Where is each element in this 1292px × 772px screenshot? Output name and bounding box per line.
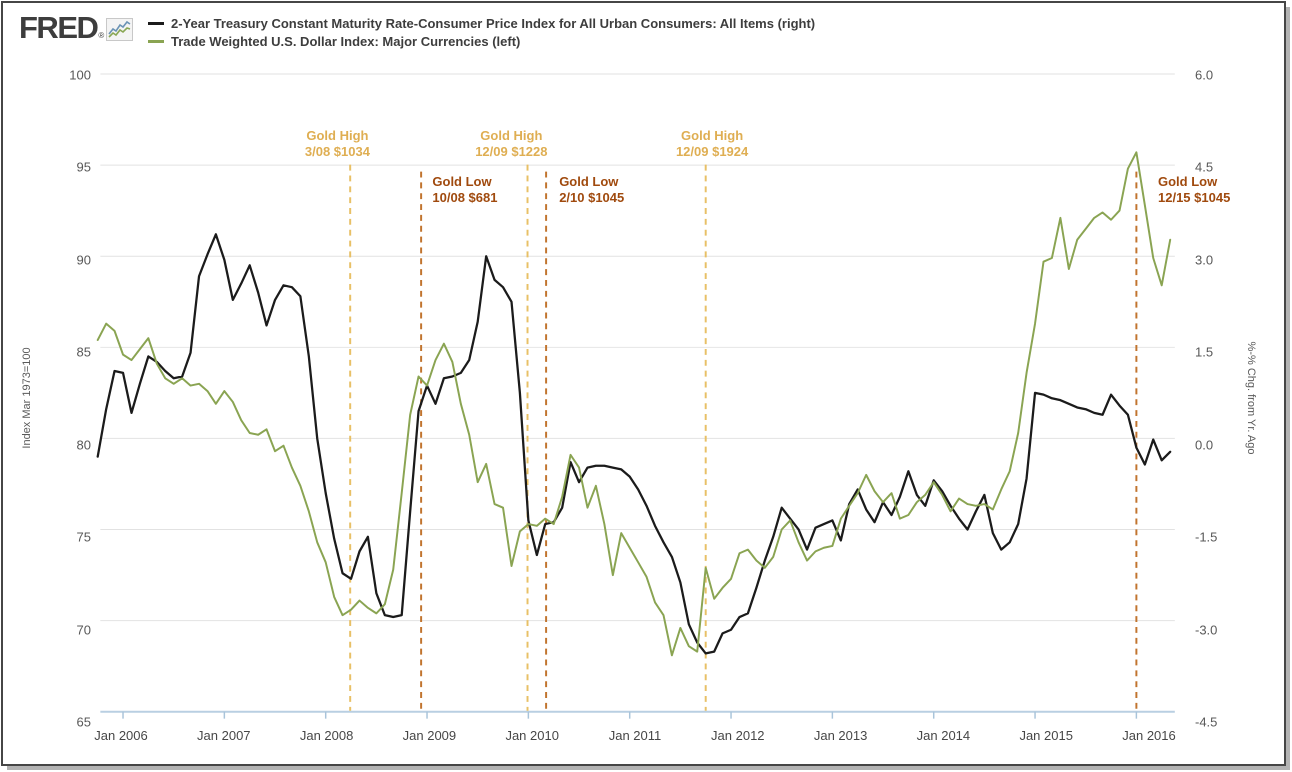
legend-swatch-black [148, 22, 164, 25]
x-tick-label: Jan 2008 [299, 728, 354, 743]
gold-high-label: Gold High 12/09 $1924 [676, 128, 748, 160]
right-axis-tick-label: -1.5 [1195, 529, 1218, 545]
gold-low-label: Gold Low 2/10 $1045 [559, 174, 624, 206]
legend-label: Trade Weighted U.S. Dollar Index: Major … [171, 34, 521, 49]
left-axis-tick-label: 85 [76, 344, 91, 360]
gold-high-label: Gold High 12/09 $1228 [475, 128, 547, 160]
x-tick-label: Jan 2013 [813, 728, 868, 743]
fred-logo-text: FRED [19, 10, 99, 45]
right-axis-tick-label: -3.0 [1195, 622, 1218, 638]
right-axis-tick-label: 1.5 [1195, 344, 1214, 360]
x-tick-label: Jan 2014 [916, 728, 971, 743]
x-tick-label: Jan 2015 [1019, 728, 1073, 743]
right-axis-title: %-% Chg. from Yr. Ago [1245, 341, 1257, 455]
chart-plot [96, 73, 1175, 719]
legend: 2-Year Treasury Constant Maturity Rate-C… [148, 16, 815, 52]
right-axis-tick-label: 4.5 [1195, 159, 1214, 175]
series-line-dollar-index [96, 151, 1172, 657]
gold-high-label: Gold High 3/08 $1034 [305, 128, 370, 160]
series-line-treasury-cpi [96, 233, 1172, 655]
left-axis-tick-label: 75 [76, 529, 91, 545]
x-tick-label: Jan 2007 [197, 728, 251, 743]
left-axis-title: Index Mar 1973=100 [21, 347, 33, 449]
annotation-value: 2/10 $1045 [559, 190, 625, 205]
right-axis-tick-label: 6.0 [1195, 67, 1214, 83]
annotation-title: Gold Low [1158, 174, 1218, 189]
legend-item-treasury-cpi: 2-Year Treasury Constant Maturity Rate-C… [148, 16, 815, 31]
left-axis-tick-label: 100 [69, 67, 91, 83]
fred-logo: FRED ® [19, 10, 134, 46]
x-tick-label: Jan 2009 [402, 728, 457, 743]
left-axis-tick-label: 95 [76, 159, 91, 175]
fred-sparkline-icon [106, 18, 134, 46]
x-tick-label: Jan 2010 [505, 728, 559, 743]
annotation-title: Gold Low [432, 174, 492, 189]
right-axis-tick-label: 3.0 [1195, 252, 1214, 268]
annotation-value: 3/08 $1034 [304, 144, 370, 159]
right-axis-tick-label: 0.0 [1195, 437, 1214, 453]
annotation-value: 10/08 $681 [432, 190, 498, 205]
left-axis-tick-label: 70 [76, 622, 91, 638]
gold-low-label: Gold Low 10/08 $681 [432, 174, 497, 206]
annotation-value: 12/15 $1045 [1158, 190, 1231, 205]
gold-low-label: Gold Low 12/15 $1045 [1158, 174, 1230, 206]
x-tick-label: Jan 2011 [608, 728, 662, 743]
registered-mark: ® [98, 31, 105, 40]
annotation-title: Gold Low [559, 174, 619, 189]
x-tick-label: Jan 2006 [94, 728, 148, 743]
x-tick-label: Jan 2012 [711, 728, 765, 743]
annotation-title: Gold High [306, 128, 369, 143]
left-axis-tick-label: 65 [76, 714, 91, 730]
legend-swatch-green [148, 40, 164, 43]
annotation-title: Gold High [480, 128, 543, 143]
legend-label: 2-Year Treasury Constant Maturity Rate-C… [171, 16, 816, 31]
legend-item-dollar-index: Trade Weighted U.S. Dollar Index: Major … [148, 34, 815, 49]
annotation-value: 12/09 $1228 [475, 144, 548, 159]
annotation-title: Gold High [681, 128, 744, 143]
x-tick-label: Jan 2016 [1122, 728, 1176, 743]
left-axis-tick-label: 80 [76, 437, 91, 453]
right-axis-tick-label: -4.5 [1195, 714, 1218, 730]
left-axis-tick-label: 90 [76, 252, 91, 268]
annotation-value: 12/09 $1924 [675, 144, 749, 159]
